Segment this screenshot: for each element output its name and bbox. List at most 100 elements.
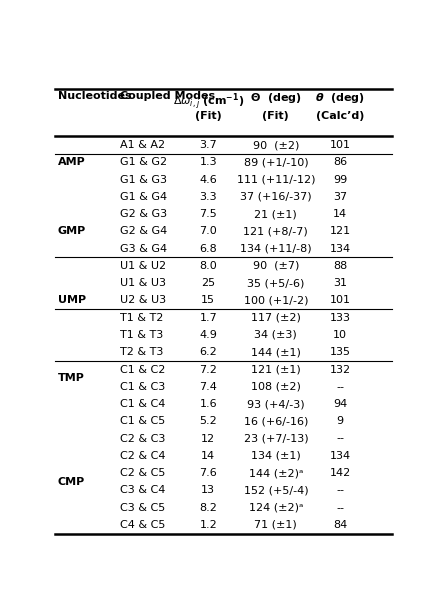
Text: G2 & G3: G2 & G3 [120, 209, 167, 219]
Text: 84: 84 [333, 520, 347, 530]
Text: C4 & C5: C4 & C5 [120, 520, 166, 530]
Text: 121 (+8/-7): 121 (+8/-7) [243, 227, 308, 236]
Text: (Fit): (Fit) [262, 111, 289, 121]
Text: 12: 12 [201, 434, 215, 443]
Text: UMP: UMP [58, 295, 86, 306]
Text: 71 (±1): 71 (±1) [255, 520, 297, 530]
Text: T1 & T3: T1 & T3 [120, 330, 164, 340]
Text: --: -- [336, 382, 344, 392]
Text: 100 (+1/-2): 100 (+1/-2) [244, 295, 308, 306]
Text: A1 & A2: A1 & A2 [120, 140, 166, 150]
Text: 15: 15 [201, 295, 215, 306]
Text: 144 (±2)ᵃ: 144 (±2)ᵃ [249, 468, 303, 478]
Text: C1 & C2: C1 & C2 [120, 365, 166, 375]
Text: 35 (+5/-6): 35 (+5/-6) [247, 278, 304, 288]
Text: 88: 88 [333, 261, 347, 271]
Text: C3 & C4: C3 & C4 [120, 485, 166, 495]
Text: G1 & G4: G1 & G4 [120, 192, 167, 202]
Text: C2 & C3: C2 & C3 [120, 434, 166, 443]
Text: 4.9: 4.9 [199, 330, 217, 340]
Text: U2 & U3: U2 & U3 [120, 295, 167, 306]
Text: $\Delta\omega_{i,j}$ $\mathbf{(cm^{-1})}$: $\Delta\omega_{i,j}$ $\mathbf{(cm^{-1})}… [173, 91, 244, 113]
Text: 132: 132 [330, 365, 351, 375]
Text: 99: 99 [333, 175, 347, 185]
Text: 9: 9 [337, 417, 344, 426]
Text: 1.2: 1.2 [199, 520, 217, 530]
Text: 111 (+11/-12): 111 (+11/-12) [237, 175, 315, 185]
Text: 14: 14 [201, 451, 215, 461]
Text: 16 (+6/-16): 16 (+6/-16) [244, 417, 308, 426]
Text: 25: 25 [201, 278, 215, 288]
Text: 14: 14 [333, 209, 347, 219]
Text: 133: 133 [330, 312, 351, 323]
Text: (Fit): (Fit) [195, 111, 221, 121]
Text: 3.3: 3.3 [199, 192, 217, 202]
Text: 134 (+11/-8): 134 (+11/-8) [240, 244, 312, 253]
Text: 121: 121 [330, 227, 351, 236]
Text: 10: 10 [333, 330, 347, 340]
Text: G1 & G2: G1 & G2 [120, 157, 167, 167]
Text: $\boldsymbol{\Theta}$  (deg): $\boldsymbol{\Theta}$ (deg) [250, 91, 302, 105]
Text: 7.0: 7.0 [199, 227, 217, 236]
Text: 37: 37 [333, 192, 347, 202]
Text: 8.2: 8.2 [199, 502, 217, 513]
Text: 134: 134 [330, 244, 351, 253]
Text: C1 & C4: C1 & C4 [120, 399, 166, 409]
Text: 7.4: 7.4 [199, 382, 217, 392]
Text: 90  (±2): 90 (±2) [252, 140, 299, 150]
Text: TMP: TMP [58, 373, 85, 383]
Text: 89 (+1/-10): 89 (+1/-10) [244, 157, 308, 167]
Text: --: -- [336, 434, 344, 443]
Text: CMP: CMP [58, 477, 85, 487]
Text: 101: 101 [330, 295, 351, 306]
Text: 7.5: 7.5 [199, 209, 217, 219]
Text: T2 & T3: T2 & T3 [120, 347, 164, 357]
Text: 3.7: 3.7 [199, 140, 217, 150]
Text: 8.0: 8.0 [199, 261, 217, 271]
Text: Coupled Modes: Coupled Modes [120, 91, 215, 101]
Text: 37 (+16/-37): 37 (+16/-37) [240, 192, 312, 202]
Text: 1.7: 1.7 [199, 312, 217, 323]
Text: Nucleotides: Nucleotides [58, 91, 132, 101]
Text: 5.2: 5.2 [199, 417, 217, 426]
Text: --: -- [336, 502, 344, 513]
Text: 152 (+5/-4): 152 (+5/-4) [244, 485, 308, 495]
Text: 108 (±2): 108 (±2) [251, 382, 301, 392]
Text: 6.8: 6.8 [199, 244, 217, 253]
Text: C2 & C4: C2 & C4 [120, 451, 166, 461]
Text: 101: 101 [330, 140, 351, 150]
Text: 93 (+4/-3): 93 (+4/-3) [247, 399, 305, 409]
Text: 135: 135 [330, 347, 351, 357]
Text: 23 (+7/-13): 23 (+7/-13) [244, 434, 308, 443]
Text: T1 & T2: T1 & T2 [120, 312, 164, 323]
Text: 1.3: 1.3 [199, 157, 217, 167]
Text: 21 (±1): 21 (±1) [255, 209, 297, 219]
Text: 117 (±2): 117 (±2) [251, 312, 301, 323]
Text: 144 (±1): 144 (±1) [251, 347, 301, 357]
Text: G3 & G4: G3 & G4 [120, 244, 167, 253]
Text: GMP: GMP [58, 227, 86, 236]
Text: 124 (±2)ᵃ: 124 (±2)ᵃ [249, 502, 303, 513]
Text: C1 & C3: C1 & C3 [120, 382, 166, 392]
Text: 86: 86 [333, 157, 347, 167]
Text: 34 (±3): 34 (±3) [255, 330, 297, 340]
Text: G2 & G4: G2 & G4 [120, 227, 167, 236]
Text: U1 & U2: U1 & U2 [120, 261, 167, 271]
Text: 7.2: 7.2 [199, 365, 217, 375]
Text: --: -- [336, 485, 344, 495]
Text: U1 & U3: U1 & U3 [120, 278, 167, 288]
Text: 13: 13 [201, 485, 215, 495]
Text: 142: 142 [330, 468, 351, 478]
Text: AMP: AMP [58, 157, 85, 167]
Text: 121 (±1): 121 (±1) [251, 365, 301, 375]
Text: 4.6: 4.6 [199, 175, 217, 185]
Text: C1 & C5: C1 & C5 [120, 417, 166, 426]
Text: $\boldsymbol{\theta}$  (deg): $\boldsymbol{\theta}$ (deg) [315, 91, 365, 105]
Text: C3 & C5: C3 & C5 [120, 502, 166, 513]
Text: 134 (±1): 134 (±1) [251, 451, 301, 461]
Text: 6.2: 6.2 [199, 347, 217, 357]
Text: 94: 94 [333, 399, 347, 409]
Text: (Calc’d): (Calc’d) [316, 111, 364, 121]
Text: 134: 134 [330, 451, 351, 461]
Text: G1 & G3: G1 & G3 [120, 175, 167, 185]
